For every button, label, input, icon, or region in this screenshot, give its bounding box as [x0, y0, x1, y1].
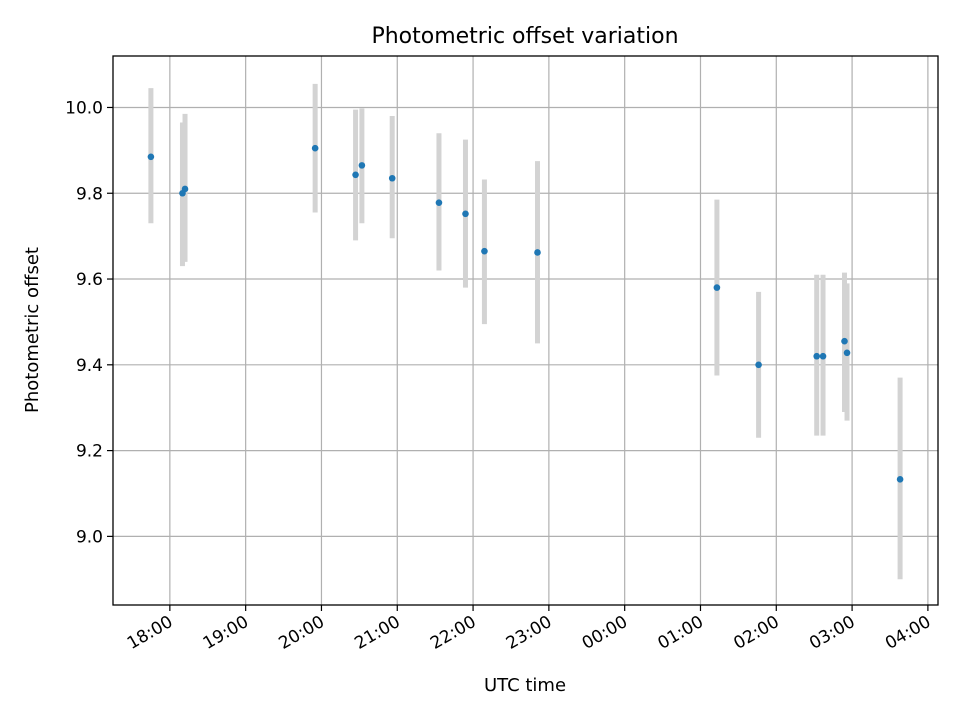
data-point: [755, 361, 762, 369]
data-point: [481, 247, 488, 255]
data-points: [147, 144, 904, 483]
y-tick-label: 9.6: [76, 270, 103, 290]
y-axis-ticks: 9.0 9.2 9.4 9.6 9.8 10.0: [65, 98, 113, 547]
data-point: [352, 171, 359, 179]
data-point: [713, 284, 721, 291]
data-point: [843, 349, 851, 357]
data-point: [813, 352, 821, 360]
y-tick-label: 9.8: [76, 184, 103, 204]
data-point: [896, 476, 904, 483]
data-point: [311, 144, 319, 152]
y-tick-label: 9.4: [76, 356, 103, 376]
data-point: [462, 210, 469, 218]
data-point: [358, 162, 366, 169]
y-axis-label: Photometric offset: [22, 247, 43, 413]
y-tick-label: 9.0: [76, 527, 103, 547]
data-point: [819, 352, 827, 360]
data-point: [534, 249, 541, 256]
data-point: [181, 185, 189, 193]
x-axis-label: UTC time: [484, 675, 566, 696]
data-point: [388, 174, 396, 182]
data-point: [147, 153, 155, 161]
y-tick-label: 10.0: [65, 98, 103, 118]
chart-title: Photometric offset variation: [371, 24, 678, 49]
plot-frame: [112, 55, 939, 606]
data-point: [435, 199, 443, 206]
y-tick-label: 9.2: [76, 442, 103, 462]
grid-lines: [113, 56, 938, 605]
data-point: [841, 337, 848, 345]
